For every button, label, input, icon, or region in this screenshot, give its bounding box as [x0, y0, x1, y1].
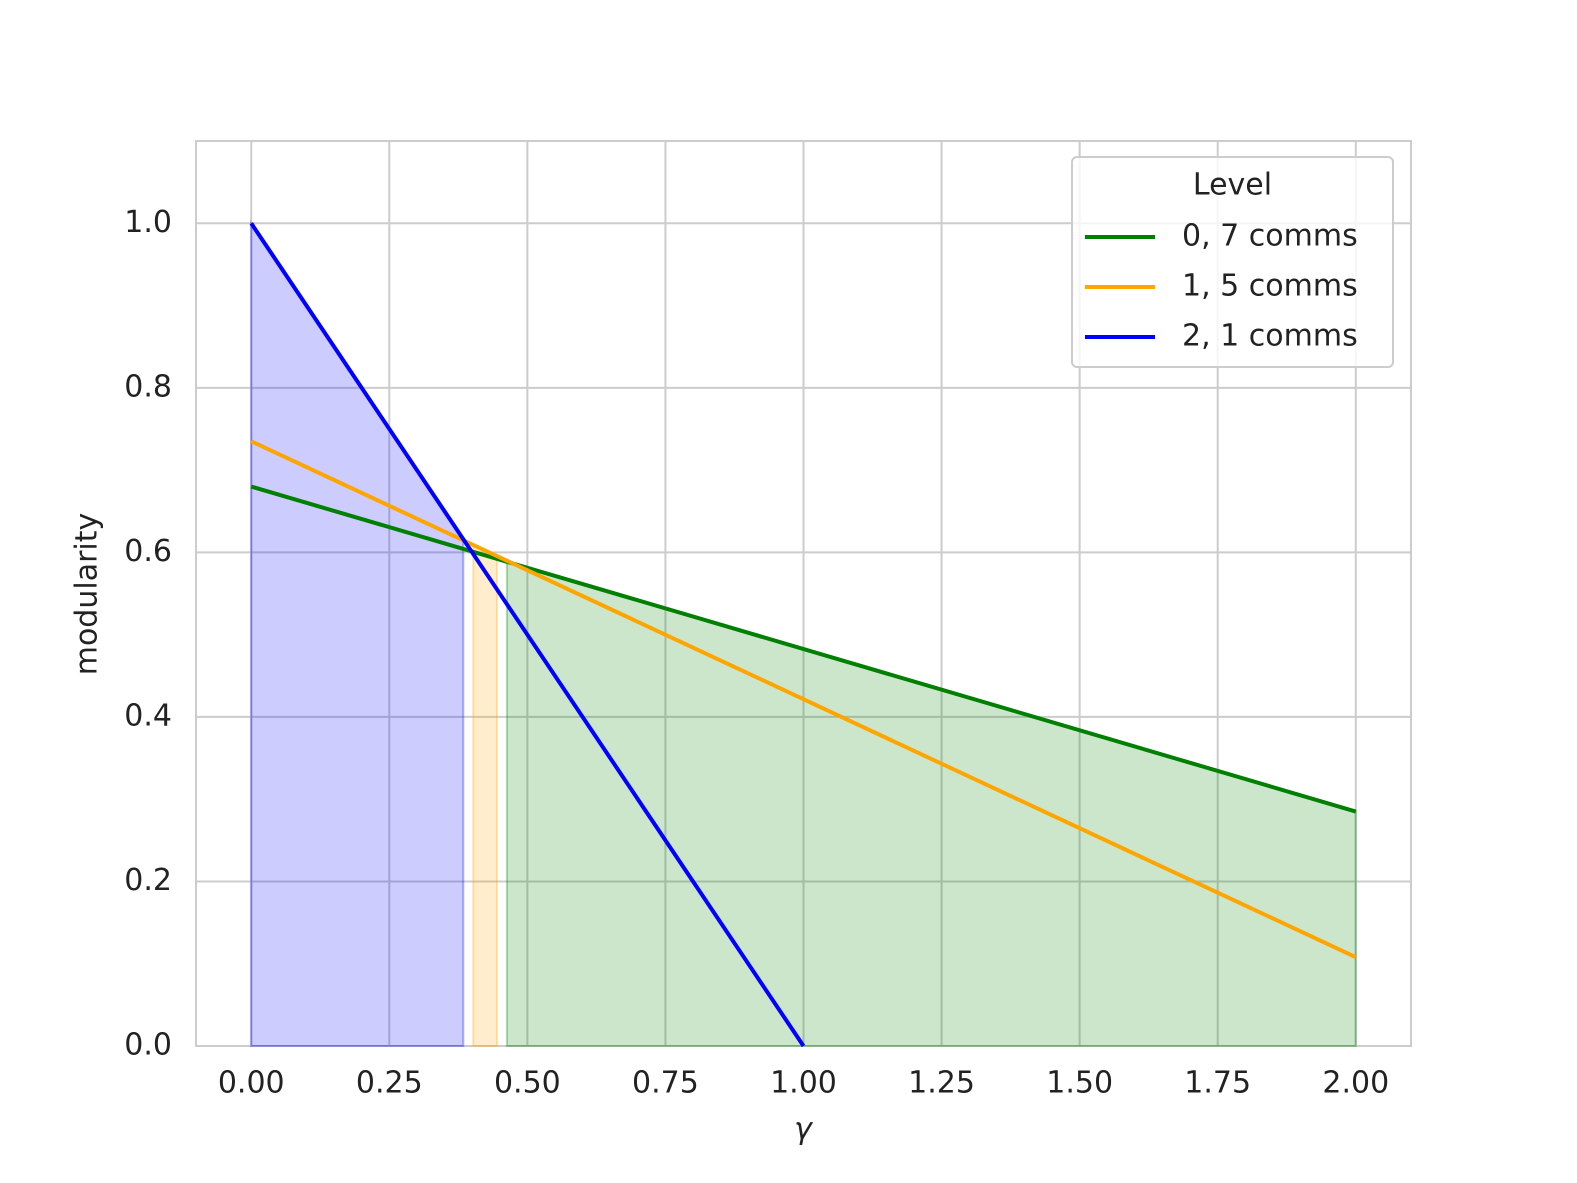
- legend-label: 2, 1 comms: [1182, 319, 1358, 354]
- y-tick-label: 0.8: [124, 369, 172, 404]
- y-tick-label: 0.4: [124, 698, 172, 733]
- legend-label: 0, 7 comms: [1182, 219, 1358, 254]
- x-tick-label: 0.75: [632, 1066, 699, 1101]
- x-tick-label: 0.25: [356, 1066, 423, 1101]
- x-tick-label: 1.00: [770, 1066, 837, 1101]
- x-tick-label: 1.75: [1184, 1066, 1251, 1101]
- y-tick-label: 0.2: [124, 863, 172, 898]
- y-axis-label: modularity: [70, 513, 105, 676]
- x-tick-label: 0.50: [494, 1066, 561, 1101]
- legend-title: Level: [1193, 168, 1272, 203]
- y-tick-label: 1.0: [124, 205, 172, 240]
- y-tick-label: 0.6: [124, 534, 172, 569]
- fill-area: [472, 543, 498, 1047]
- x-tick-label: 1.50: [1046, 1066, 1113, 1101]
- series-line: [250, 484, 1357, 814]
- y-tick-label: 0.0: [124, 1028, 172, 1063]
- x-tick-label: 0.00: [218, 1066, 285, 1101]
- x-tick-label: 1.25: [908, 1066, 975, 1101]
- series-line: [249, 222, 806, 1048]
- x-axis-label: γ: [794, 1112, 814, 1147]
- series-line: [250, 439, 1357, 959]
- legend-label: 1, 5 comms: [1182, 269, 1358, 304]
- x-tick-label: 2.00: [1322, 1066, 1389, 1101]
- legend-box: [1071, 156, 1394, 368]
